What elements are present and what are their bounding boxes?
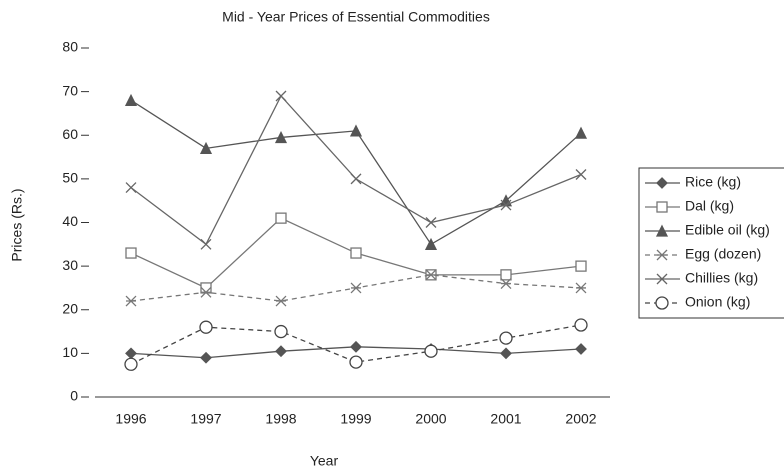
marker: [499, 331, 513, 345]
x-tick-label: 1999: [340, 411, 371, 427]
y-tick-label: 60: [62, 126, 78, 142]
legend-label: Edible oil (kg): [685, 222, 770, 238]
y-tick-label: 0: [70, 388, 78, 404]
marker: [200, 351, 212, 364]
legend-box: [638, 167, 784, 319]
marker: [500, 278, 512, 290]
marker: [574, 318, 588, 332]
marker: [349, 124, 363, 137]
x-tick-label: 2000: [415, 411, 446, 427]
marker: [349, 355, 363, 369]
marker: [200, 238, 212, 250]
y-tick-label: 20: [62, 300, 78, 316]
legend-label: Chillies (kg): [685, 270, 758, 286]
x-tick-label: 1997: [190, 411, 221, 427]
y-tick-label: 40: [62, 213, 78, 229]
legend-label: Dal (kg): [685, 198, 734, 214]
marker: [274, 324, 288, 339]
y-tick-label: 10: [62, 344, 78, 360]
marker: [575, 343, 587, 355]
marker: [424, 237, 438, 250]
marker: [125, 295, 137, 307]
series-line: [130, 94, 582, 246]
marker: [575, 282, 587, 294]
marker: [424, 344, 438, 358]
y-tick-label: 70: [62, 82, 78, 98]
marker: [500, 347, 512, 360]
marker: [275, 90, 287, 102]
marker: [275, 345, 287, 358]
y-tick-label: 50: [62, 170, 78, 186]
marker: [425, 217, 437, 228]
marker: [500, 199, 512, 211]
marker: [275, 295, 287, 307]
legend-marker: [656, 201, 668, 213]
marker: [574, 126, 588, 139]
x-axis-label: Year: [310, 453, 339, 469]
marker: [124, 93, 138, 106]
marker: [350, 282, 362, 294]
legend-label: Rice (kg): [685, 174, 741, 190]
marker: [125, 347, 137, 360]
marker: [575, 260, 587, 272]
marker: [199, 320, 213, 334]
marker: [350, 247, 362, 259]
legend-label: Onion (kg): [685, 294, 750, 310]
x-tick-label: 1998: [265, 411, 296, 427]
legend-marker: [656, 177, 668, 189]
legend-marker: [655, 296, 669, 310]
x-tick-label: 2002: [565, 411, 596, 427]
y-axis-label: Prices (Rs.): [9, 188, 25, 261]
marker: [125, 182, 137, 194]
chart-title: Mid - Year Prices of Essential Commoditi…: [222, 9, 490, 25]
marker: [275, 212, 287, 224]
legend-label: Egg (dozen): [685, 246, 761, 262]
legend-marker: [655, 224, 669, 237]
x-tick-label: 2001: [490, 411, 521, 427]
marker: [199, 141, 213, 154]
legend-marker: [656, 273, 668, 285]
marker: [124, 357, 138, 371]
y-tick-label: 30: [62, 257, 78, 273]
marker: [350, 340, 362, 353]
marker: [500, 269, 512, 281]
marker: [575, 169, 587, 180]
marker: [125, 247, 137, 259]
marker: [200, 286, 212, 298]
marker: [274, 130, 288, 144]
legend-marker: [656, 249, 668, 261]
x-tick-label: 1996: [115, 411, 146, 427]
y-tick-label: 80: [62, 39, 78, 55]
marker: [425, 269, 437, 281]
series-line: [130, 99, 582, 246]
marker: [350, 173, 362, 185]
